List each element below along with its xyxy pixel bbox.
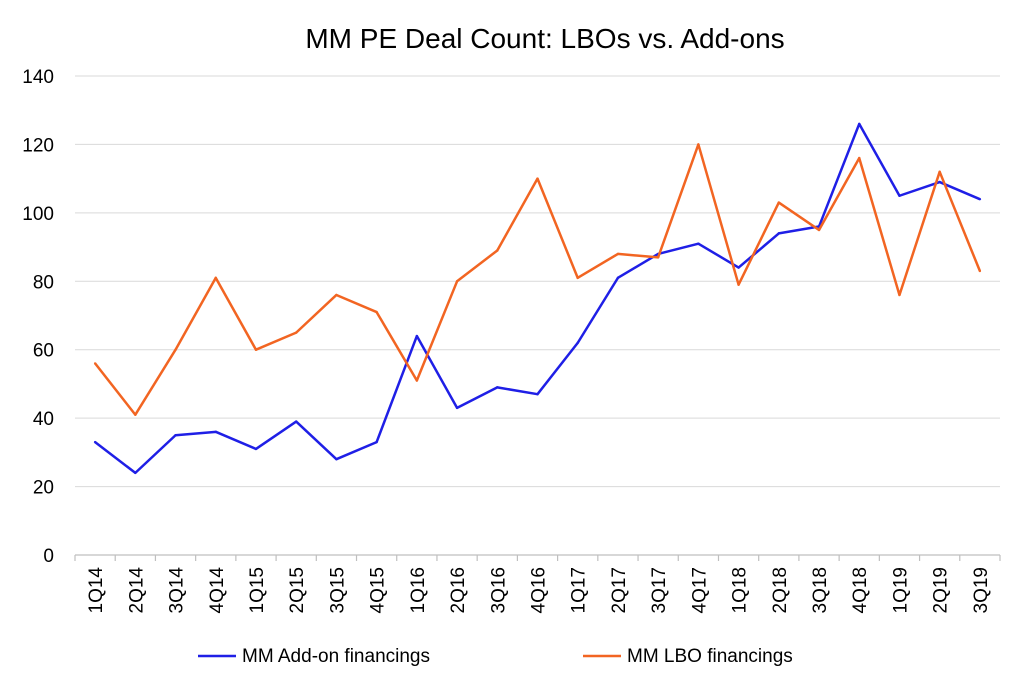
data-point	[777, 201, 781, 204]
x-tick-label: 2Q18	[770, 567, 791, 613]
data-point	[858, 156, 861, 160]
data-point	[375, 440, 378, 444]
data-point	[938, 170, 941, 173]
y-tick-label: 60	[33, 341, 54, 362]
series-lines	[93, 122, 982, 475]
data-point	[254, 447, 258, 451]
data-point	[817, 228, 821, 232]
y-tick-label: 140	[22, 67, 54, 88]
legend-label-lbo: MM LBO financings	[627, 646, 793, 667]
data-point	[697, 143, 700, 146]
data-point	[415, 379, 419, 382]
data-point	[415, 334, 419, 338]
data-point	[697, 242, 700, 245]
x-tick-label: 1Q15	[247, 567, 268, 613]
data-point	[576, 341, 579, 345]
x-tick-label: 3Q14	[167, 567, 188, 614]
data-point	[455, 406, 459, 410]
x-tick-label: 3Q19	[971, 567, 992, 613]
x-tick-label: 2Q16	[448, 567, 469, 613]
data-point	[455, 280, 459, 283]
data-point	[616, 276, 620, 280]
y-tick-label: 0	[43, 546, 54, 567]
data-point	[375, 310, 378, 314]
data-point	[576, 276, 579, 280]
data-point	[496, 249, 499, 252]
data-point	[616, 252, 620, 256]
x-axis-ticks: 1Q14 2Q14 3Q14 4Q14 1Q15 2Q15 3Q15 4Q15 1Q16 2Q16…	[74, 555, 1001, 614]
legend-label-add-on: MM Add-on financings	[242, 646, 430, 667]
data-point	[134, 471, 137, 475]
data-point	[898, 194, 901, 197]
data-point	[496, 386, 499, 389]
data-point	[938, 180, 941, 184]
data-point	[335, 293, 338, 297]
y-tick-label: 100	[22, 204, 54, 225]
y-axis-ticks: 0 20 40 60 80 100 120 140	[22, 67, 54, 567]
x-tick-label: 1Q19	[890, 567, 911, 613]
data-point	[536, 177, 539, 180]
data-point	[214, 430, 217, 434]
y-tick-label: 80	[33, 272, 54, 293]
x-tick-label: 4Q16	[529, 567, 550, 613]
x-tick-label: 4Q17	[689, 567, 710, 613]
x-tick-label: 4Q14	[207, 567, 228, 614]
x-tick-label: 4Q18	[850, 567, 871, 613]
x-tick-label: 1Q17	[569, 567, 590, 613]
series-line	[94, 143, 982, 416]
data-point	[335, 458, 338, 461]
x-tick-label: 1Q18	[730, 567, 751, 613]
data-point	[174, 434, 177, 437]
x-tick-label: 2Q15	[287, 567, 308, 613]
data-point	[93, 362, 97, 365]
data-point	[978, 197, 982, 201]
x-tick-label: 1Q14	[86, 567, 107, 614]
x-tick-label: 4Q15	[368, 567, 389, 613]
data-point	[858, 122, 861, 126]
x-tick-label: 3Q18	[810, 567, 831, 613]
y-tick-label: 40	[33, 409, 54, 430]
x-tick-label: 2Q19	[931, 567, 952, 613]
data-point	[93, 440, 97, 444]
series-0	[93, 122, 982, 475]
series-1	[93, 143, 982, 416]
chart-title: MM PE Deal Count: LBOs vs. Add-ons	[305, 23, 784, 54]
legend: MM Add-on financings MM LBO financings	[198, 646, 793, 667]
data-point	[898, 293, 901, 297]
gridlines	[75, 75, 1000, 488]
data-point	[214, 276, 217, 280]
data-point	[294, 420, 298, 423]
x-tick-label: 3Q15	[327, 567, 348, 613]
data-point	[174, 348, 177, 351]
data-point	[536, 392, 539, 396]
data-point	[737, 283, 740, 286]
data-point	[134, 413, 137, 416]
data-point	[737, 266, 740, 269]
data-point	[294, 331, 298, 334]
x-tick-label: 1Q16	[408, 567, 429, 613]
data-point	[656, 256, 660, 259]
x-tick-label: 3Q17	[649, 567, 670, 613]
x-tick-label: 2Q17	[609, 567, 630, 613]
x-tick-label: 2Q14	[126, 567, 147, 614]
data-point	[254, 348, 258, 351]
y-tick-label: 120	[22, 135, 54, 156]
y-tick-label: 20	[33, 478, 54, 499]
x-tick-label: 3Q16	[488, 567, 509, 613]
data-point	[777, 232, 781, 235]
data-point	[978, 269, 982, 273]
